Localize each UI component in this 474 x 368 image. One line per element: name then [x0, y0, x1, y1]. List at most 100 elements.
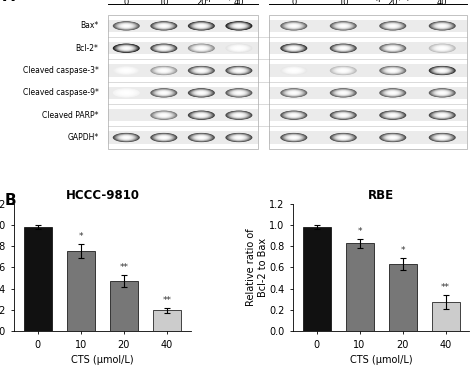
Ellipse shape [193, 23, 210, 29]
Ellipse shape [284, 112, 303, 118]
Ellipse shape [199, 114, 204, 116]
Ellipse shape [330, 89, 356, 97]
Ellipse shape [229, 45, 249, 52]
Ellipse shape [340, 47, 346, 49]
Ellipse shape [383, 89, 402, 96]
Ellipse shape [386, 24, 400, 28]
Bar [432, 302, 460, 331]
Ellipse shape [430, 44, 454, 52]
Ellipse shape [189, 44, 214, 53]
Ellipse shape [201, 70, 202, 71]
X-axis label: CTS (μmol/L): CTS (μmol/L) [71, 355, 134, 365]
Ellipse shape [292, 115, 295, 116]
Ellipse shape [229, 134, 249, 141]
Ellipse shape [387, 91, 399, 95]
Ellipse shape [157, 113, 171, 117]
Ellipse shape [283, 112, 304, 119]
Ellipse shape [331, 67, 356, 75]
Ellipse shape [332, 89, 355, 97]
Ellipse shape [331, 44, 356, 52]
Ellipse shape [191, 45, 211, 52]
Ellipse shape [391, 25, 394, 26]
Ellipse shape [197, 24, 206, 28]
Ellipse shape [388, 91, 397, 95]
Ellipse shape [430, 134, 454, 142]
Ellipse shape [122, 47, 131, 50]
Ellipse shape [337, 46, 349, 50]
Ellipse shape [384, 90, 402, 96]
Ellipse shape [119, 23, 134, 28]
Ellipse shape [154, 134, 173, 141]
Ellipse shape [116, 22, 137, 29]
Ellipse shape [192, 134, 210, 141]
Ellipse shape [230, 23, 248, 29]
Text: HCCC-9810 + CTS (μmol/L): HCCC-9810 + CTS (μmol/L) [126, 0, 239, 2]
Ellipse shape [113, 133, 140, 142]
Ellipse shape [440, 47, 445, 49]
Ellipse shape [228, 134, 249, 141]
Ellipse shape [234, 47, 244, 50]
Ellipse shape [339, 47, 348, 50]
Ellipse shape [231, 90, 246, 95]
Ellipse shape [292, 137, 296, 138]
Ellipse shape [115, 89, 137, 97]
Ellipse shape [231, 46, 246, 51]
Bar [269, 131, 467, 144]
Ellipse shape [330, 133, 356, 142]
Ellipse shape [293, 115, 294, 116]
Ellipse shape [116, 89, 137, 96]
Ellipse shape [188, 66, 215, 75]
Ellipse shape [338, 113, 348, 117]
Ellipse shape [387, 46, 399, 50]
Ellipse shape [384, 45, 401, 51]
Text: Bcl-2*: Bcl-2* [75, 44, 99, 53]
Ellipse shape [163, 48, 164, 49]
Ellipse shape [430, 67, 454, 75]
Ellipse shape [191, 22, 212, 29]
Ellipse shape [435, 46, 450, 51]
Ellipse shape [195, 135, 207, 139]
Ellipse shape [155, 23, 173, 29]
Ellipse shape [227, 67, 251, 75]
Ellipse shape [121, 69, 131, 72]
Ellipse shape [119, 46, 133, 50]
Ellipse shape [334, 112, 352, 118]
Ellipse shape [231, 45, 247, 51]
Ellipse shape [117, 67, 136, 74]
Ellipse shape [229, 22, 249, 29]
Ellipse shape [162, 48, 165, 49]
Ellipse shape [191, 67, 211, 74]
Ellipse shape [338, 136, 348, 139]
Ellipse shape [150, 88, 177, 98]
Ellipse shape [160, 25, 168, 27]
Ellipse shape [334, 23, 352, 29]
Ellipse shape [435, 135, 450, 140]
Ellipse shape [334, 67, 352, 74]
Ellipse shape [160, 92, 168, 94]
Ellipse shape [200, 70, 203, 71]
Ellipse shape [118, 45, 135, 51]
Ellipse shape [225, 133, 253, 142]
Ellipse shape [189, 133, 214, 142]
Ellipse shape [160, 114, 168, 117]
X-axis label: CTS (μmol/L): CTS (μmol/L) [350, 355, 412, 365]
Ellipse shape [390, 137, 396, 138]
Ellipse shape [331, 89, 356, 97]
Ellipse shape [432, 67, 453, 74]
Ellipse shape [189, 89, 214, 97]
Ellipse shape [438, 91, 447, 95]
Ellipse shape [192, 112, 210, 118]
Ellipse shape [290, 92, 298, 94]
Ellipse shape [227, 22, 251, 30]
Ellipse shape [293, 70, 294, 71]
Ellipse shape [432, 22, 452, 29]
Ellipse shape [392, 70, 393, 71]
Ellipse shape [197, 114, 206, 117]
Ellipse shape [337, 113, 350, 117]
Ellipse shape [380, 44, 406, 53]
Ellipse shape [229, 89, 249, 96]
Ellipse shape [119, 91, 133, 95]
Ellipse shape [433, 23, 451, 29]
Ellipse shape [287, 46, 301, 50]
Ellipse shape [120, 68, 132, 72]
